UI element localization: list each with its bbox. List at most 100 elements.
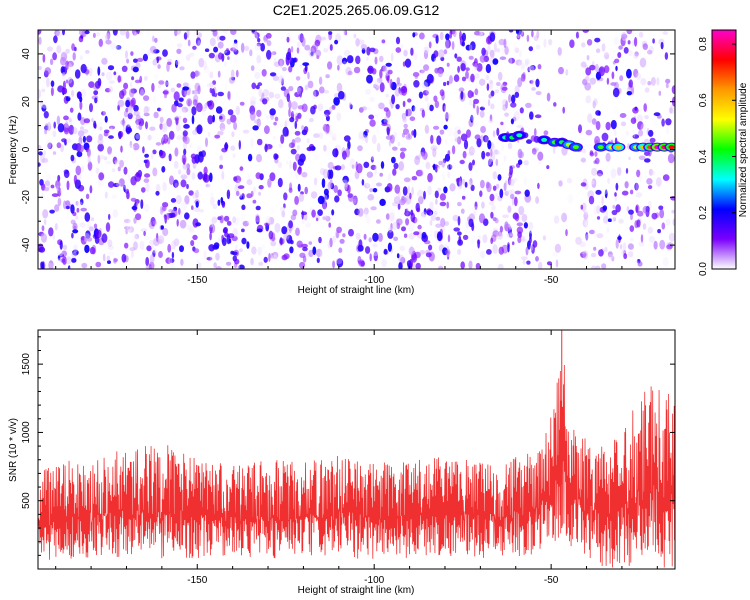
spectrogram-speckle bbox=[328, 130, 333, 137]
spectrogram-speckle bbox=[593, 206, 597, 215]
spectrogram-speckle bbox=[52, 130, 57, 138]
spectrogram-speckle bbox=[126, 119, 131, 127]
spectrogram-speckle bbox=[374, 165, 378, 175]
spectrogram-speckle bbox=[195, 37, 201, 46]
spectrogram-speckle bbox=[601, 186, 608, 195]
spectrogram-speckle bbox=[101, 111, 106, 116]
spectrogram-x-label: Height of straight line (km) bbox=[298, 285, 415, 296]
spectrogram-speckle bbox=[392, 222, 398, 230]
spectrogram-speckle bbox=[436, 262, 444, 269]
spectrogram-speckle bbox=[72, 52, 76, 61]
spectrogram-speckle bbox=[626, 91, 632, 96]
spectrogram-speckle bbox=[103, 108, 107, 116]
spectrogram-speckle bbox=[197, 40, 201, 49]
spectrogram-speckle bbox=[513, 196, 518, 207]
spectrogram-speckle bbox=[140, 88, 145, 99]
spectrogram-speckle bbox=[589, 77, 597, 85]
spectrogram-speckle bbox=[267, 113, 270, 123]
spectrogram-speckle bbox=[201, 111, 206, 116]
spectrogram-speckle bbox=[427, 102, 430, 111]
spectrogram-speckle bbox=[658, 205, 664, 211]
spectrogram-speckle bbox=[54, 204, 60, 212]
spectrogram-speckle bbox=[440, 56, 445, 62]
spectrogram-speckle bbox=[517, 159, 523, 165]
spectrogram-speckle bbox=[258, 191, 262, 196]
spectrogram-speckle bbox=[607, 251, 613, 258]
spectrogram-speckle bbox=[343, 60, 346, 65]
spectrogram-speckle bbox=[97, 143, 104, 152]
spectrogram-speckle bbox=[625, 57, 631, 61]
spectrogram-speckle bbox=[144, 153, 150, 158]
spectrogram-speckle bbox=[647, 226, 654, 234]
spectrogram-speckle bbox=[267, 40, 272, 47]
spectrogram-speckle bbox=[348, 228, 354, 237]
spectrogram-speckle bbox=[233, 49, 239, 55]
spectrogram-speckle bbox=[593, 246, 597, 251]
spectrogram-speckle bbox=[369, 119, 376, 127]
spectrogram-speckle bbox=[99, 126, 103, 131]
spectrogram-speckle bbox=[290, 126, 294, 137]
spectrogram-speckle bbox=[324, 113, 329, 118]
spectrogram-speckle bbox=[53, 121, 56, 129]
spectrogram-speckle bbox=[80, 159, 85, 168]
spectrogram-speckle bbox=[186, 98, 193, 107]
snr-x-label: Height of straight line (km) bbox=[298, 585, 415, 596]
spectrogram-speckle bbox=[439, 201, 447, 207]
spectrogram-speckle bbox=[611, 71, 615, 80]
spectrogram-speckle bbox=[531, 79, 535, 86]
spectrogram-speckle bbox=[318, 76, 323, 86]
spectrogram-speckle bbox=[409, 116, 416, 121]
spectrogram-speckle bbox=[208, 70, 213, 79]
spectrogram-speckle bbox=[601, 117, 605, 126]
spectrogram-speckle bbox=[642, 223, 647, 230]
spectrogram-speckle bbox=[516, 222, 523, 227]
spectrogram-speckle bbox=[640, 234, 644, 244]
spectrogram-speckle bbox=[127, 112, 133, 120]
spectrogram-speckle bbox=[74, 69, 81, 79]
spectrogram-speckle bbox=[104, 32, 111, 41]
spectrogram-speckle bbox=[260, 42, 265, 52]
spectrogram-speckle bbox=[42, 77, 46, 84]
spectrogram-speckle bbox=[601, 195, 604, 206]
spectrogram-speckle bbox=[146, 67, 153, 75]
spectrogram-speckle bbox=[548, 39, 553, 46]
spectrogram-speckle bbox=[207, 110, 214, 116]
spectrogram-speckle bbox=[614, 192, 617, 197]
spectrogram-speckle bbox=[621, 33, 628, 39]
spectrogram-speckle bbox=[577, 265, 584, 269]
spectrogram-speckle bbox=[462, 234, 469, 240]
spectrogram-speckle bbox=[397, 141, 401, 147]
spectrogram-speckle bbox=[110, 42, 117, 50]
spectrogram-speckle bbox=[596, 179, 600, 188]
spectrogram-marks bbox=[38, 30, 675, 269]
spectrogram-speckle bbox=[412, 32, 416, 38]
spectrogram-speckle bbox=[114, 44, 121, 52]
spectrogram-speckle bbox=[507, 205, 512, 213]
spectrogram-speckle bbox=[271, 51, 275, 57]
spectrogram-speckle bbox=[376, 182, 382, 187]
spectrogram-speckle bbox=[592, 100, 596, 109]
spectrogram-speckle bbox=[269, 172, 276, 182]
spectrogram-speckle bbox=[461, 41, 465, 47]
spectrogram-speckle bbox=[542, 235, 547, 241]
spectrogram-speckle bbox=[181, 154, 187, 164]
spectrogram-speckle bbox=[274, 93, 281, 99]
spectrogram-speckle bbox=[317, 103, 324, 112]
spectrogram-speckle bbox=[50, 87, 54, 97]
spectrogram-speckle bbox=[232, 153, 236, 159]
spectrogram-speckle bbox=[230, 145, 236, 151]
spectrogram-speckle bbox=[396, 253, 400, 259]
spectrogram-speckle bbox=[57, 254, 61, 261]
spectrogram-speckle bbox=[179, 219, 187, 229]
spectrogram-speckle bbox=[368, 114, 375, 120]
spectrogram-speckle bbox=[45, 174, 52, 182]
spectrogram-speckle bbox=[671, 209, 675, 214]
spectrogram-speckle bbox=[405, 208, 409, 216]
spectrogram-speckle bbox=[173, 91, 180, 101]
spectrogram-speckle bbox=[636, 114, 643, 123]
spectrogram-speckle bbox=[146, 106, 151, 112]
spectrogram-speckle bbox=[83, 118, 91, 124]
spectrogram-speckle bbox=[369, 47, 376, 53]
spectrogram-speckle bbox=[395, 104, 400, 110]
spectrogram-speckle bbox=[372, 232, 379, 242]
